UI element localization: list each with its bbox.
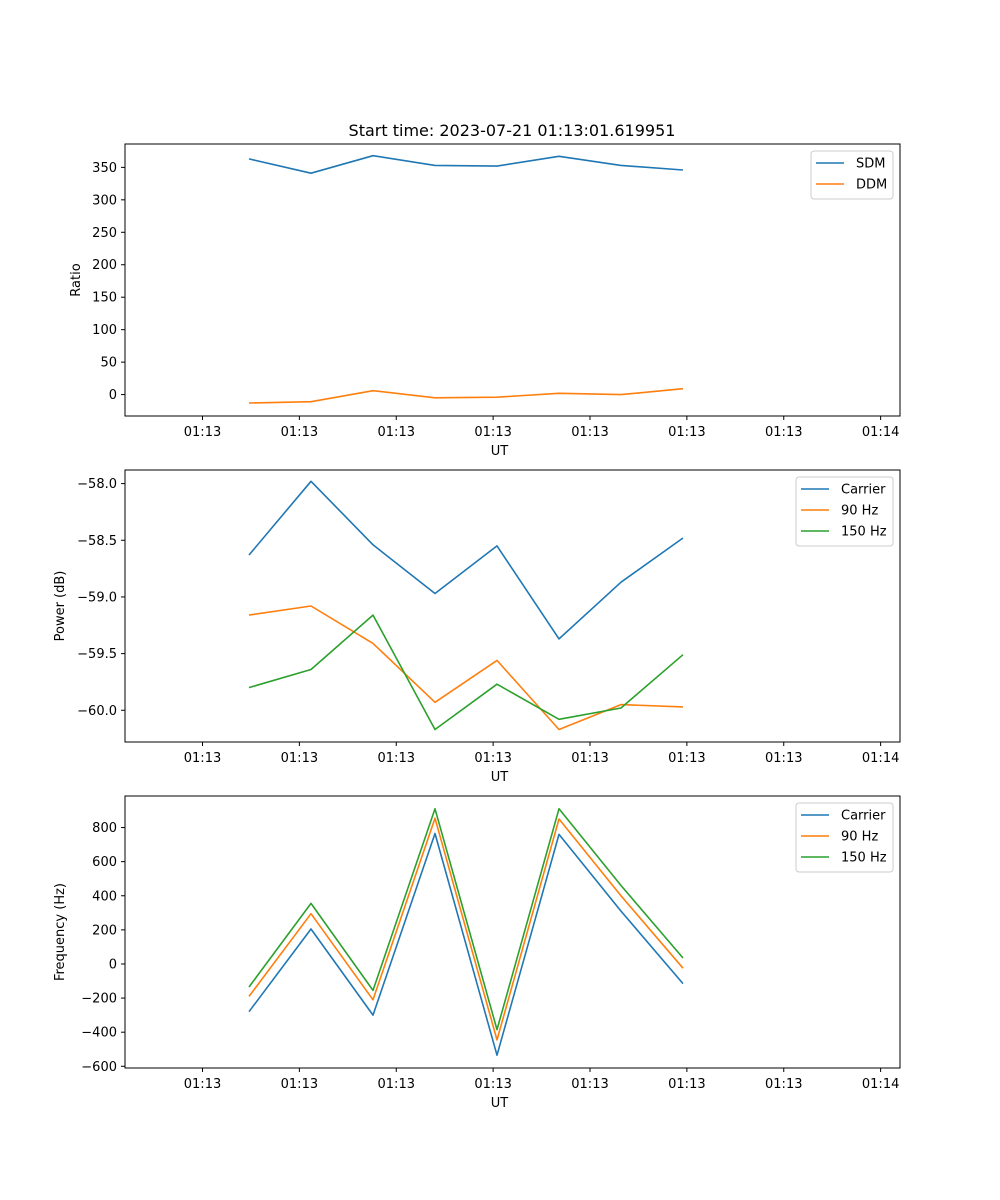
y-tick-label: 200	[92, 923, 117, 938]
legend-box	[795, 802, 894, 873]
x-tick-label: 01:14	[862, 751, 899, 766]
x-tick-label: 01:13	[281, 425, 318, 440]
legend-label: Carrier	[841, 809, 886, 824]
plot-frame	[124, 143, 901, 417]
x-tick-label: 01:13	[668, 1077, 705, 1092]
y-tick-label: −58.0	[77, 477, 117, 492]
series-line-150-hz	[248, 614, 684, 731]
legend-label: 150 Hz	[841, 525, 887, 540]
plot-frame	[124, 795, 901, 1069]
y-tick-label: −600	[81, 1060, 117, 1075]
x-tick-label: 01:13	[184, 425, 221, 440]
series-line-150-hz	[248, 807, 684, 1031]
series-line-sdm	[248, 154, 684, 174]
series-line-90-hz	[248, 817, 684, 1041]
x-tick-label: 01:14	[862, 425, 899, 440]
y-axis-label: Ratio	[69, 263, 84, 296]
y-axis-label: Frequency (Hz)	[53, 883, 68, 981]
legend: SDM DDM	[810, 150, 894, 200]
chart-panel-3: 01:13 01:13 01:13 01:13 01:13 01:13 01:13 01:14…	[53, 795, 901, 1111]
x-tick-label: 01:13	[378, 1077, 415, 1092]
y-tick-label: 800	[92, 821, 117, 836]
legend-box	[795, 476, 894, 547]
x-tick-label: 01:13	[765, 1077, 802, 1092]
y-tick-label: 0	[109, 388, 117, 403]
x-axis-label: UT	[491, 444, 509, 459]
series-line-carrier	[248, 832, 684, 1056]
y-tick-label: −58.5	[77, 534, 117, 549]
y-tick-label: 350	[92, 161, 117, 176]
x-tick-label: 01:13	[765, 751, 802, 766]
y-tick-label: −59.0	[77, 590, 117, 605]
y-tick-label: 50	[100, 356, 117, 371]
x-tick-label: 01:13	[474, 751, 511, 766]
legend-label: SDM	[856, 157, 885, 172]
y-tick-label: −59.5	[77, 647, 117, 662]
x-tick-label: 01:13	[474, 1077, 511, 1092]
x-tick-label: 01:13	[765, 425, 802, 440]
legend: Carrier 90 Hz 150 Hz	[795, 802, 894, 873]
series-line-90-hz	[248, 605, 684, 731]
series-line-carrier	[248, 480, 684, 640]
y-tick-label: 150	[92, 291, 117, 306]
x-tick-label: 01:13	[668, 751, 705, 766]
y-tick-label: 200	[92, 258, 117, 273]
y-axis-label: Power (dB)	[53, 571, 68, 642]
chart-panel-2: 01:13 01:13 01:13 01:13 01:13 01:13 01:13 01:14…	[53, 469, 901, 785]
y-tick-label: 300	[92, 193, 117, 208]
x-tick-label: 01:13	[281, 1077, 318, 1092]
y-tick-label: 0	[109, 957, 117, 972]
legend-label: 150 Hz	[841, 851, 887, 866]
y-tick-label: 400	[92, 889, 117, 904]
x-tick-label: 01:13	[378, 425, 415, 440]
y-tick-label: −60.0	[77, 704, 117, 719]
x-tick-label: 01:13	[378, 751, 415, 766]
chart-panels: 01:13 01:13 01:13 01:13 01:13 01:13 01:13 01:14…	[53, 143, 901, 1111]
x-tick-label: 01:13	[184, 751, 221, 766]
x-tick-label: 01:13	[668, 425, 705, 440]
y-tick-label: −200	[81, 992, 117, 1007]
x-axis-label: UT	[491, 770, 509, 785]
legend-label: 90 Hz	[841, 830, 878, 845]
y-tick-label: −400	[81, 1026, 117, 1041]
x-tick-label: 01:13	[571, 425, 608, 440]
x-tick-label: 01:14	[862, 1077, 899, 1092]
legend-label: 90 Hz	[841, 504, 878, 519]
x-tick-label: 01:13	[571, 1077, 608, 1092]
series-line-ddm	[248, 387, 684, 404]
x-tick-label: 01:13	[184, 1077, 221, 1092]
y-tick-label: 100	[92, 323, 117, 338]
x-tick-label: 01:13	[474, 425, 511, 440]
legend-label: Carrier	[841, 483, 886, 498]
y-tick-label: 250	[92, 226, 117, 241]
legend-label: DDM	[856, 178, 887, 193]
x-tick-label: 01:13	[571, 751, 608, 766]
legend: Carrier 90 Hz 150 Hz	[795, 476, 894, 547]
x-axis-label: UT	[491, 1096, 509, 1111]
figure-title: Start time: 2023-07-21 01:13:01.619951	[349, 121, 676, 140]
chart-panel-1: 01:13 01:13 01:13 01:13 01:13 01:13 01:13 01:14…	[69, 143, 901, 459]
x-tick-label: 01:13	[281, 751, 318, 766]
plot-frame	[124, 469, 901, 743]
y-tick-label: 600	[92, 855, 117, 870]
